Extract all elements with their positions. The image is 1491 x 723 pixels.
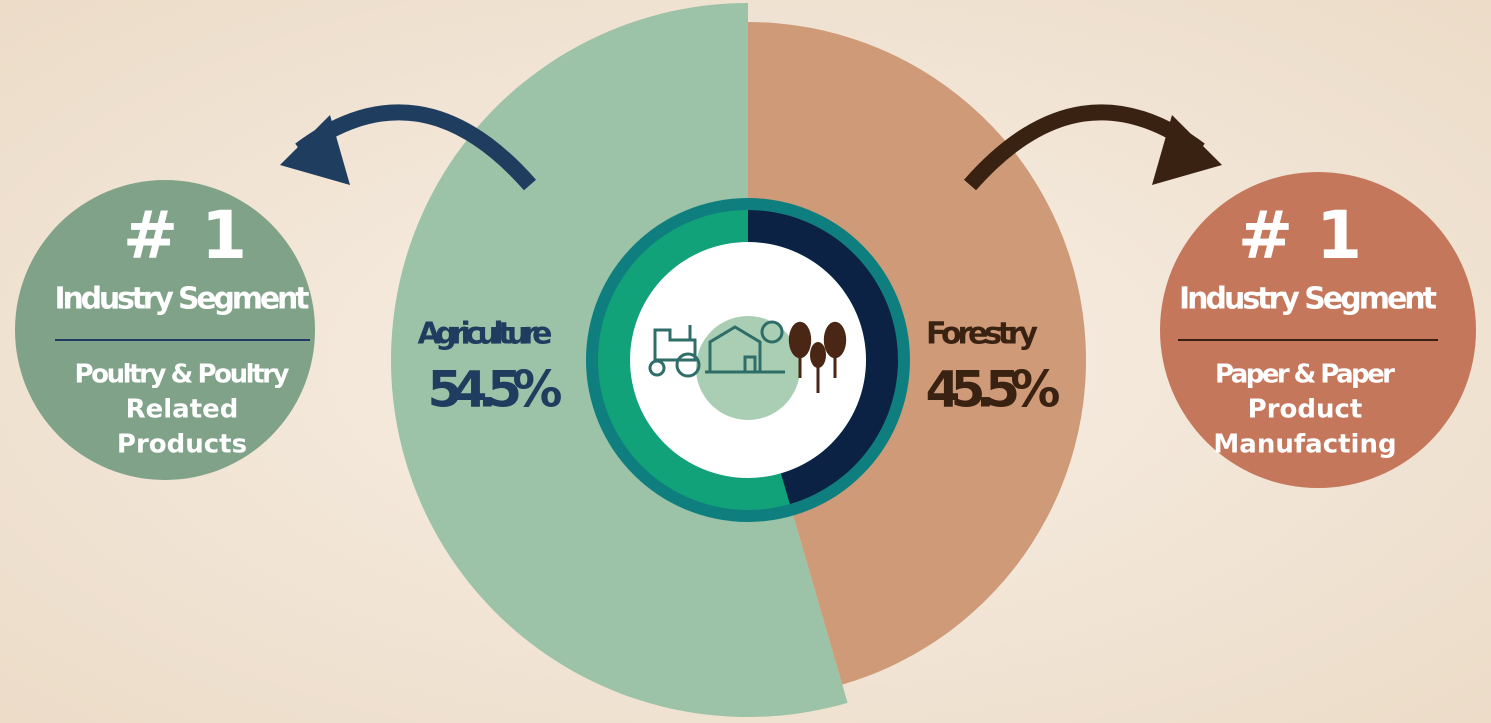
- panel-detail: Paper & Paper: [1215, 360, 1395, 390]
- panel-detail: Related: [126, 395, 239, 425]
- left-panel: [15, 180, 315, 480]
- ring-segment: [598, 210, 790, 510]
- barn-icon: [705, 325, 785, 374]
- rank: # 1: [123, 197, 247, 274]
- arrowhead: [280, 115, 350, 185]
- pie: [391, 3, 1086, 717]
- pie-slice: [748, 22, 1086, 685]
- category-label: Agriculture: [418, 317, 553, 352]
- arrowhead: [1152, 115, 1222, 185]
- category-label: Forestry: [926, 317, 1038, 352]
- panel-detail: Poultry & Poultry: [75, 360, 290, 390]
- tractor-icon: [653, 325, 697, 362]
- panel-detail: Product: [1248, 395, 1363, 425]
- panel-detail: Products: [117, 430, 247, 460]
- ring-segment: [748, 209, 899, 505]
- wheel: [648, 359, 666, 377]
- panel-detail: Manufacting: [1213, 430, 1396, 460]
- panel-title: Industry Segment: [1179, 282, 1437, 317]
- center-dot: [696, 316, 800, 420]
- wheel: [675, 352, 701, 378]
- value-label: 45.5%: [926, 361, 1061, 419]
- panel-title: Industry Segment: [55, 282, 310, 317]
- right-panel: [1160, 172, 1476, 488]
- rank: # 1: [1238, 197, 1362, 274]
- value-label: 54.5%: [428, 361, 563, 419]
- tree-icon: [760, 320, 784, 344]
